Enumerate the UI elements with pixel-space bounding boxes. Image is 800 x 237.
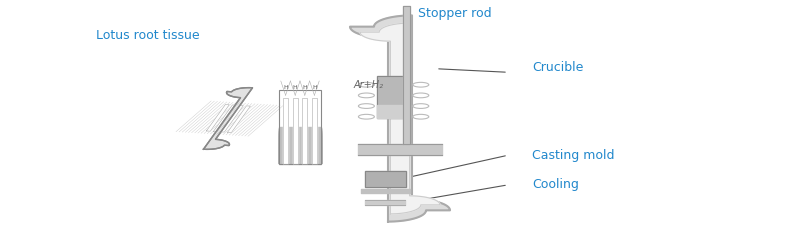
Bar	[279, 160, 321, 163]
Bar	[279, 156, 321, 163]
Bar	[377, 77, 410, 118]
Bar	[279, 142, 321, 163]
Bar	[279, 137, 321, 163]
Bar	[403, 6, 410, 144]
Bar	[279, 137, 321, 163]
Bar	[377, 77, 410, 118]
Bar	[293, 98, 298, 164]
Bar	[279, 128, 321, 163]
Bar	[279, 150, 321, 163]
Bar	[279, 161, 321, 163]
Polygon shape	[203, 88, 253, 149]
Bar	[279, 153, 321, 163]
Bar	[279, 131, 321, 163]
Polygon shape	[350, 15, 450, 222]
Bar	[279, 163, 321, 164]
Bar	[279, 154, 321, 163]
Bar	[279, 143, 321, 163]
Bar	[279, 159, 321, 163]
Bar	[312, 98, 317, 164]
Text: H: H	[293, 86, 298, 91]
Bar	[279, 130, 321, 163]
Bar	[279, 158, 321, 163]
Bar	[279, 129, 321, 163]
Polygon shape	[206, 105, 230, 131]
Text: Stopper rod: Stopper rod	[418, 7, 491, 19]
Bar	[279, 149, 321, 163]
Bar	[279, 135, 321, 163]
Bar	[279, 148, 321, 163]
Bar	[279, 142, 321, 163]
Bar	[279, 145, 321, 163]
Text: Casting mold: Casting mold	[532, 149, 614, 162]
Bar	[279, 133, 321, 163]
Text: H: H	[312, 86, 317, 91]
Polygon shape	[214, 105, 236, 132]
Bar	[279, 139, 321, 163]
Bar	[279, 155, 321, 163]
Text: H: H	[302, 86, 307, 91]
Bar	[279, 160, 321, 163]
Polygon shape	[227, 106, 250, 132]
Bar	[279, 152, 321, 163]
Bar	[279, 141, 321, 163]
Bar	[279, 148, 321, 163]
Bar	[279, 140, 321, 163]
Text: Cooling: Cooling	[532, 178, 579, 191]
Bar	[283, 98, 288, 164]
Bar	[279, 134, 321, 163]
Bar	[279, 145, 321, 163]
Text: Crucible: Crucible	[532, 61, 583, 74]
Bar	[377, 105, 410, 118]
Bar	[279, 162, 321, 163]
Bar	[365, 171, 406, 187]
Polygon shape	[221, 105, 243, 132]
Bar	[365, 171, 406, 187]
Bar	[279, 150, 321, 163]
Bar	[279, 90, 321, 164]
Bar	[279, 139, 321, 163]
Bar	[279, 133, 321, 163]
Bar	[279, 132, 321, 163]
Bar	[279, 146, 321, 163]
Bar	[279, 156, 321, 163]
Bar	[279, 147, 321, 163]
Text: Ar+H₂: Ar+H₂	[354, 80, 384, 90]
Bar	[279, 144, 321, 163]
Bar	[279, 154, 321, 163]
Bar	[279, 136, 321, 163]
Polygon shape	[360, 23, 440, 214]
Bar	[279, 127, 321, 164]
Bar	[279, 157, 321, 163]
Bar	[279, 138, 321, 163]
Bar	[279, 151, 321, 163]
Bar	[279, 131, 321, 163]
Bar	[279, 128, 321, 163]
Bar	[302, 98, 307, 164]
Text: Lotus root tissue: Lotus root tissue	[96, 29, 200, 42]
Text: H: H	[283, 86, 288, 91]
